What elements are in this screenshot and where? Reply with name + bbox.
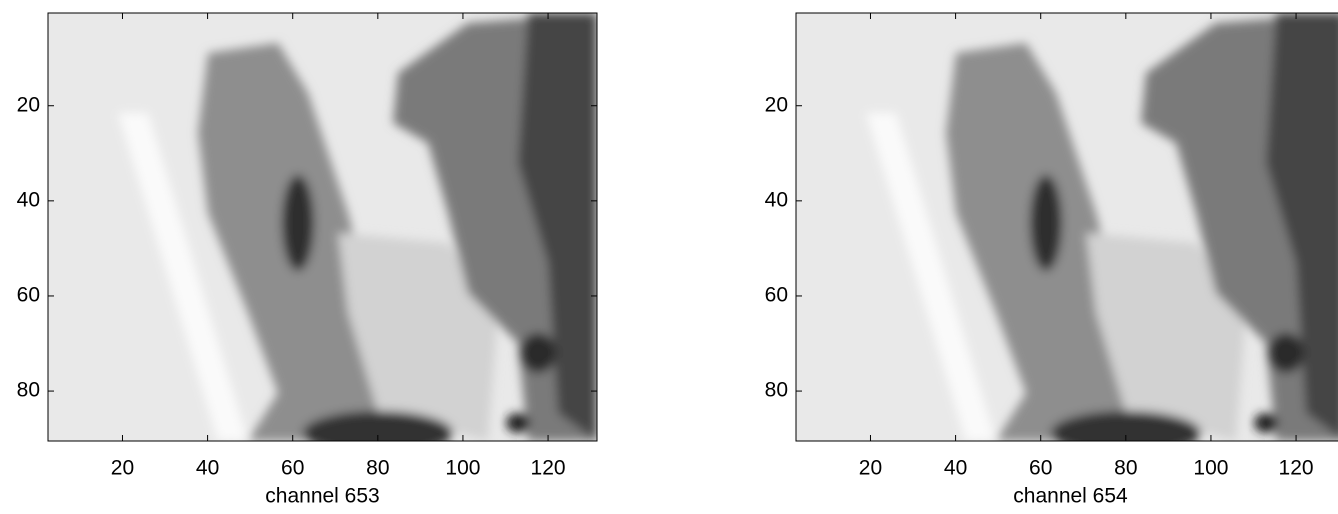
image: [48, 13, 597, 455]
x-tick-label: 40: [196, 457, 219, 480]
x-tick-label: 80: [366, 457, 389, 480]
x-tick-label: 120: [1279, 457, 1314, 480]
y-tick-label: 20: [765, 93, 788, 116]
x-tick-label: 100: [445, 457, 480, 480]
axes-frame: [47, 12, 598, 442]
y-tick-label: 60: [17, 284, 40, 307]
x-axis-label: channel 654: [1013, 485, 1128, 508]
axes-frame: [795, 12, 1338, 442]
x-tick-label: 60: [1029, 457, 1052, 480]
x-tick-label: 20: [859, 457, 882, 480]
x-tick-label: 120: [531, 457, 566, 480]
y-tick-label: 60: [765, 284, 788, 307]
image: [796, 13, 1338, 455]
x-tick-label: 80: [1114, 457, 1137, 480]
x-tick-label: 100: [1193, 457, 1228, 480]
x-tick-label: 40: [944, 457, 967, 480]
y-tick-label: 80: [17, 379, 40, 402]
y-tick-label: 40: [17, 188, 40, 211]
y-tick-label: 20: [17, 93, 40, 116]
y-tick-label: 80: [765, 379, 788, 402]
x-axis-label: channel 653: [265, 485, 379, 508]
x-tick-label: 20: [111, 457, 134, 480]
y-tick-label: 40: [765, 188, 788, 211]
x-tick-label: 60: [281, 457, 304, 480]
